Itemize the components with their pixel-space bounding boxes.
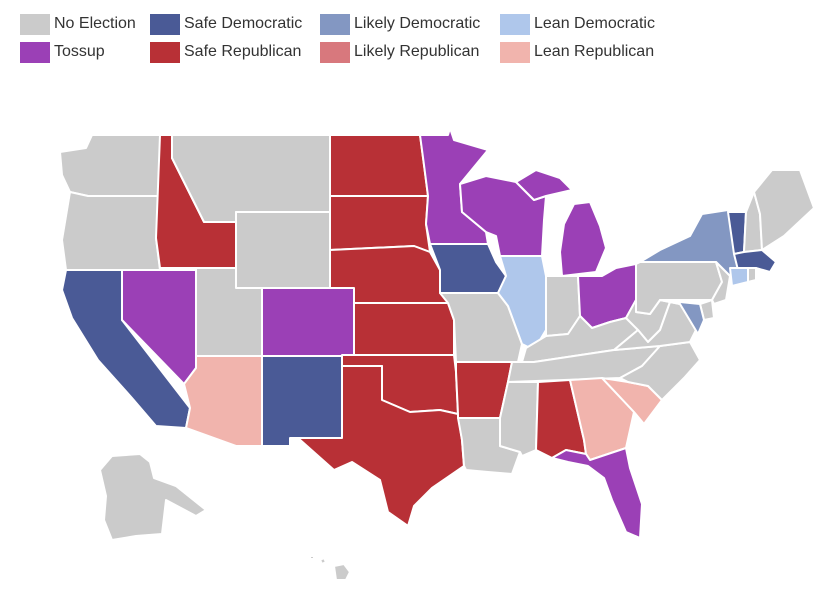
state-kansas[interactable] (353, 302, 455, 356)
state-maryland[interactable] (659, 299, 705, 335)
legend-item-likely-democratic: Likely Democratic (320, 13, 480, 35)
legend-swatch (500, 41, 530, 63)
legend-item-safe-democratic: Safe Democratic (150, 13, 302, 35)
legend-label: Lean Democratic (534, 15, 655, 32)
state-wyoming[interactable] (235, 211, 331, 289)
legend-item-no-election: No Election (20, 13, 136, 35)
legend-swatch (150, 41, 180, 63)
legend-item-likely-republican: Likely Republican (320, 41, 479, 63)
state-hawaii[interactable] (309, 555, 351, 581)
legend-item-tossup: Tossup (20, 41, 105, 63)
legend-swatch (150, 13, 180, 35)
state-north-carolina[interactable] (619, 341, 701, 401)
us-map (0, 70, 840, 612)
legend-label: Likely Republican (354, 43, 480, 60)
state-colorado[interactable] (261, 287, 355, 357)
legend-item-lean-democratic: Lean Democratic (500, 13, 655, 35)
state-oregon[interactable] (61, 191, 161, 271)
legend-label: Safe Democratic (184, 15, 303, 32)
legend-label: Likely Democratic (354, 15, 481, 32)
legend-label: Lean Republican (534, 43, 655, 60)
state-rhode-island[interactable] (747, 267, 757, 283)
legend-label: No Election (54, 15, 136, 32)
legend-item-lean-republican: Lean Republican (500, 41, 654, 63)
state-alaska[interactable] (99, 453, 207, 541)
map-legend: No Election Safe Democratic Likely Democ… (0, 0, 840, 70)
state-mississippi[interactable] (499, 381, 539, 457)
state-michigan[interactable] (515, 169, 607, 277)
state-new-mexico[interactable] (261, 355, 343, 447)
legend-label: Tossup (54, 43, 105, 60)
legend-swatch (20, 13, 50, 35)
legend-label: Safe Republican (184, 43, 302, 60)
state-iowa[interactable] (429, 243, 507, 294)
legend-item-safe-republican: Safe Republican (150, 41, 301, 63)
legend-swatch (320, 41, 350, 63)
legend-swatch (20, 41, 50, 63)
legend-swatch (500, 13, 530, 35)
state-north-dakota[interactable] (329, 134, 429, 197)
legend-swatch (320, 13, 350, 35)
state-maine[interactable] (753, 169, 815, 251)
state-washington[interactable] (59, 134, 161, 197)
state-connecticut[interactable] (729, 267, 749, 287)
state-arizona[interactable] (183, 355, 263, 447)
state-south-dakota[interactable] (329, 195, 431, 253)
state-texas[interactable] (297, 365, 465, 527)
state-florida[interactable] (551, 447, 643, 539)
